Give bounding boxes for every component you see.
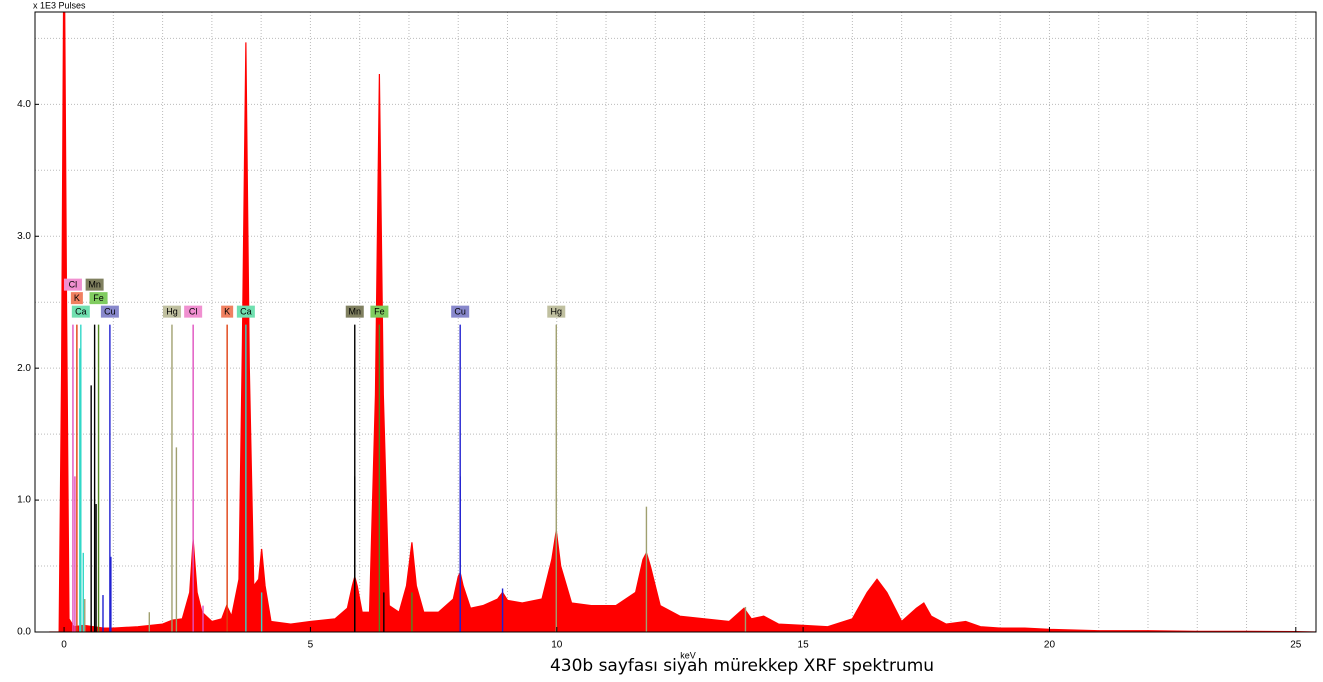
spectrum-line	[49, 12, 1316, 632]
element-label-box	[162, 305, 181, 318]
chart-title: 430b sayfası siyah mürekkep XRF spektrum…	[550, 656, 934, 676]
element-label-box	[547, 305, 566, 318]
element-label: Hg	[551, 307, 563, 317]
element-label: Cu	[454, 307, 466, 317]
element-label: Hg	[166, 307, 178, 317]
element-label-box	[370, 305, 389, 318]
element-label-box	[345, 305, 364, 318]
element-label: Mn	[88, 280, 101, 290]
y-axis-label: x 1E3 Pulses	[33, 0, 86, 10]
plot-area	[49, 12, 1316, 632]
plot-frame	[34, 11, 1317, 633]
element-label: Cu	[104, 307, 116, 317]
element-label-box	[89, 292, 108, 305]
element-label: Fe	[374, 307, 385, 317]
element-label: Cl	[69, 280, 78, 290]
element-label: K	[74, 293, 80, 303]
element-label: Ca	[75, 307, 87, 317]
element-label-box	[451, 305, 470, 318]
element-label-box	[100, 305, 119, 318]
y-tick-label: 3.0	[17, 231, 31, 242]
element-label: Mn	[348, 307, 361, 317]
x-axis-label: keV	[680, 650, 696, 660]
element-label-box	[71, 305, 90, 318]
element-label: Fe	[93, 293, 104, 303]
element-label-box	[184, 305, 203, 318]
x-tick-label: 25	[1290, 640, 1302, 651]
x-tick-label: 5	[308, 640, 314, 651]
x-tick-label: 0	[61, 640, 67, 651]
x-tick-label: 10	[551, 640, 563, 651]
element-label-box	[63, 278, 82, 291]
element-label: K	[224, 307, 230, 317]
y-tick-label: 1.0	[17, 495, 31, 506]
element-label-box	[70, 292, 83, 305]
y-tick-label: 2.0	[17, 363, 31, 374]
element-label-box	[236, 305, 255, 318]
element-label-box	[85, 278, 104, 291]
y-tick-label: 4.0	[17, 99, 31, 110]
element-label: Ca	[240, 307, 252, 317]
x-tick-label: 15	[798, 640, 810, 651]
element-label: Cl	[189, 307, 198, 317]
x-tick-label: 20	[1044, 640, 1056, 651]
element-label-box	[221, 305, 234, 318]
y-tick-label: 0.0	[17, 627, 31, 638]
